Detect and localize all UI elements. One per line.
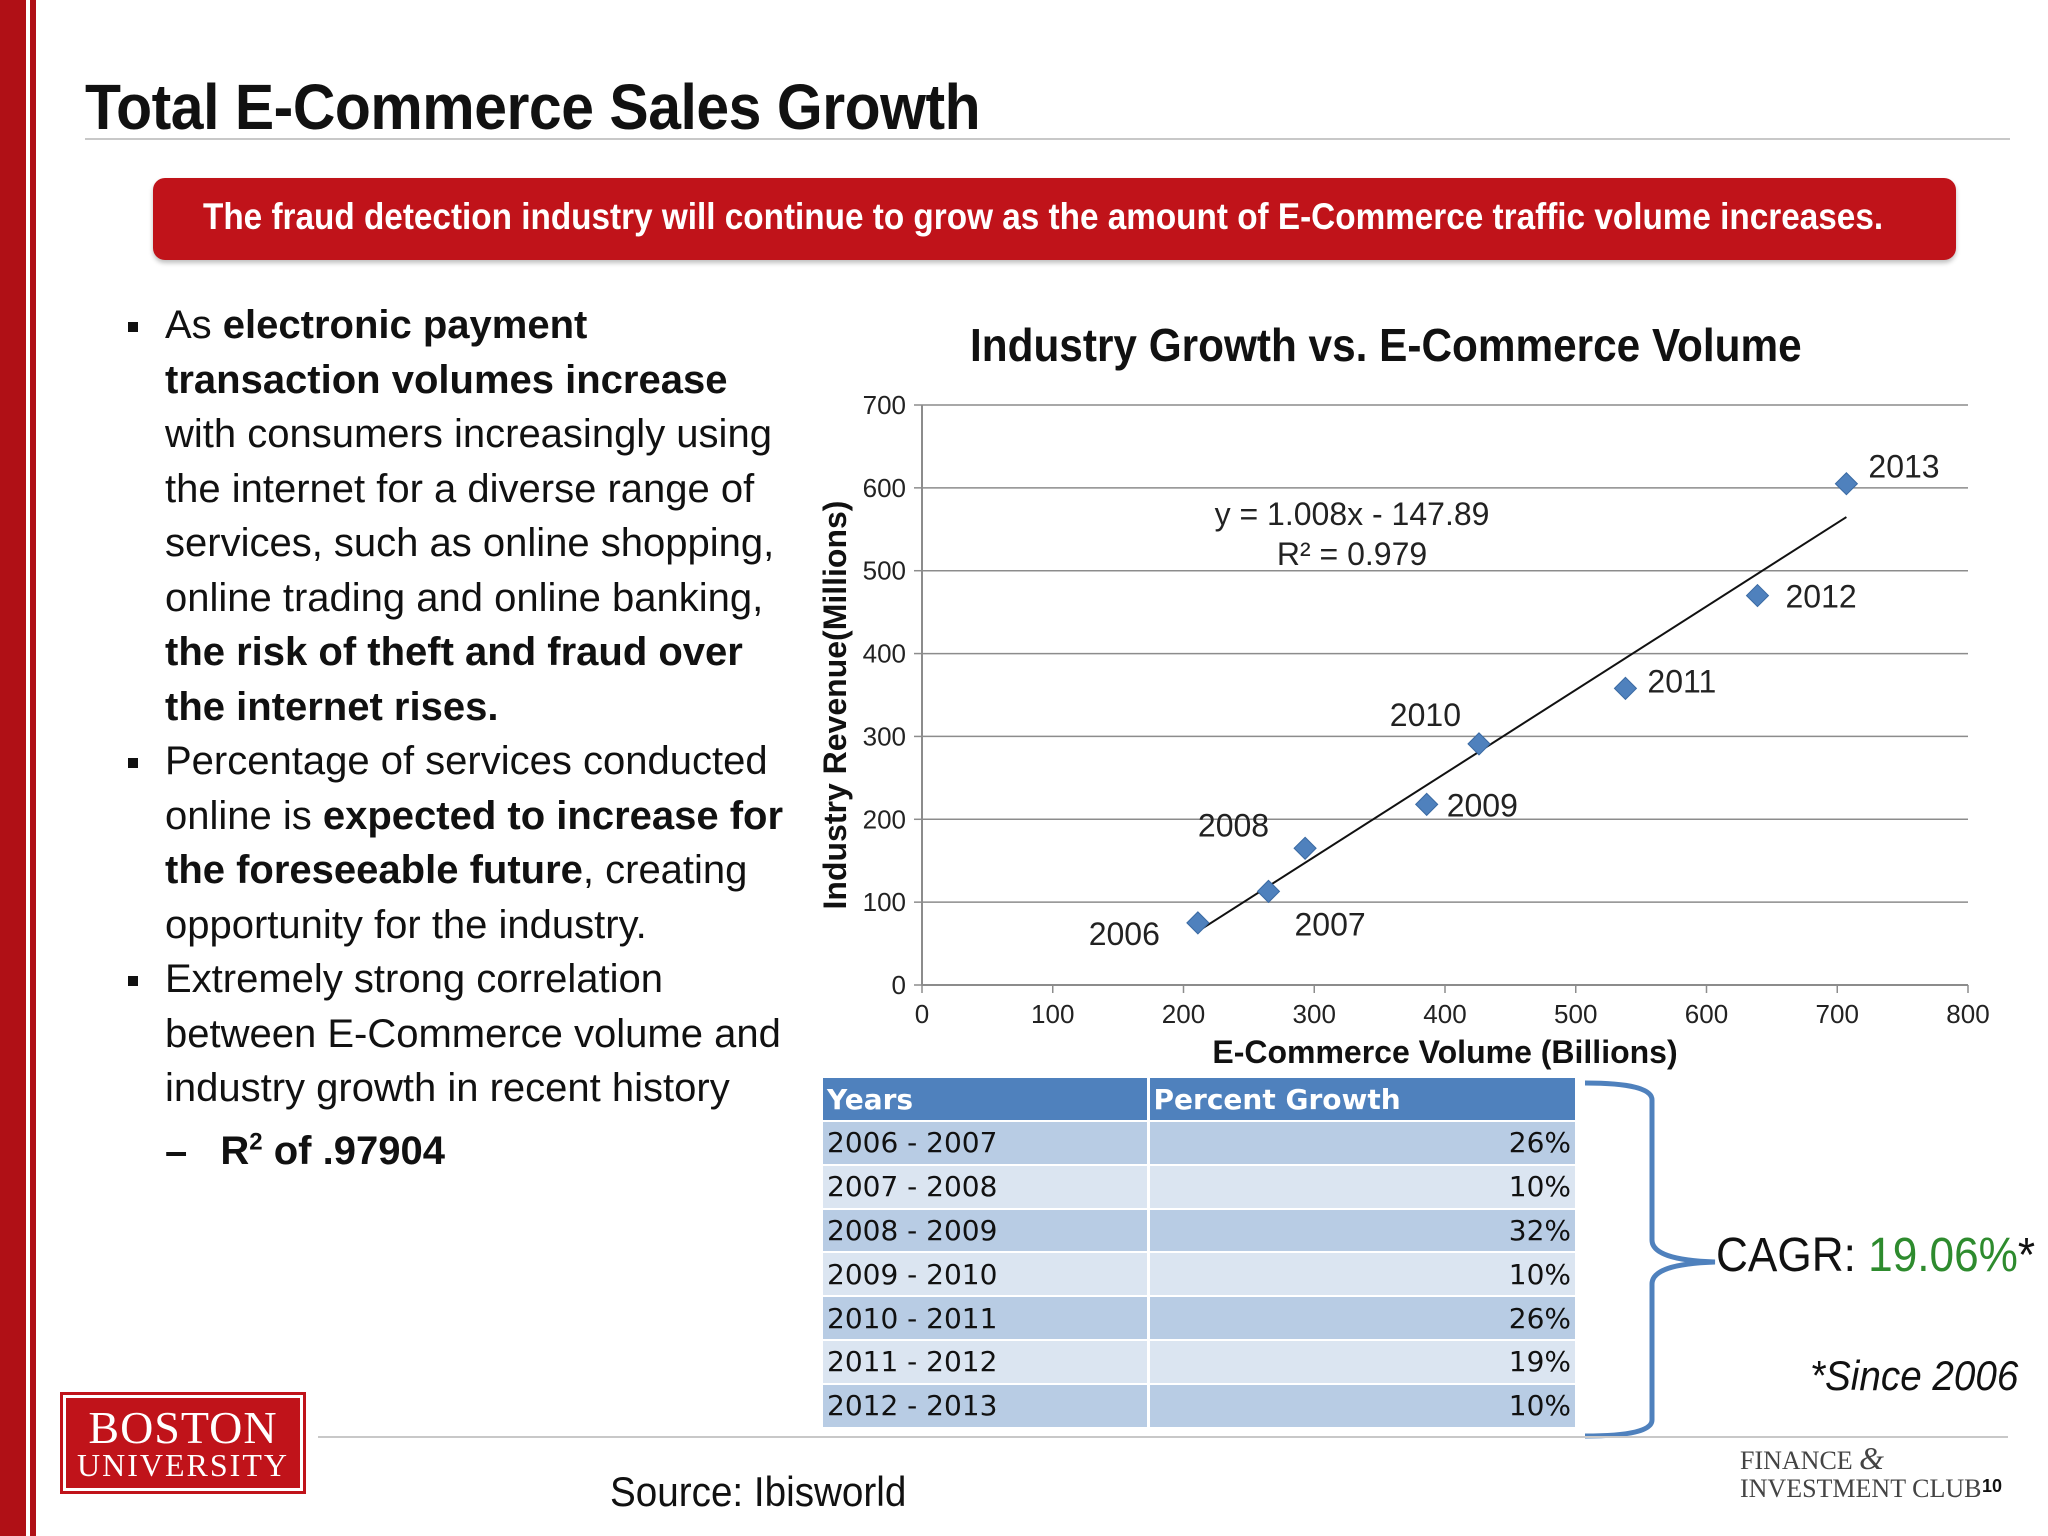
x-tick-label: 300 [1293,999,1336,1029]
table-row: 2006 - 2007 26% [823,1121,1575,1165]
sub-bullet-text: R2 of .97904 [220,1128,445,1173]
bullet-item: As electronic payment transaction volume… [125,298,805,734]
banner-text: The fraud detection industry will contin… [203,196,1884,237]
data-point-2013 [1834,472,1859,496]
trendline-r2: R² = 0.979 [1277,536,1427,572]
table-cell-years: 2010 - 2011 [823,1296,1150,1340]
bullet-text: Extremely strong correlation between E-C… [165,957,781,1110]
x-tick-label: 200 [1162,999,1205,1029]
title-divider [85,138,2010,140]
bullet-square-icon [128,322,138,332]
bullet-text: Percentage of services conducted online … [165,739,784,947]
data-point-2006 [1186,911,1210,935]
page-number: 10 [1982,1476,2003,1496]
left-accent-stripe [30,0,36,1536]
table-cell-years: 2012 - 2013 [823,1383,1150,1428]
x-tick-label: 800 [1946,999,1989,1029]
bullet-list: As electronic payment transaction volume… [125,298,805,1178]
trendline-equation: y = 1.008x - 147.89 [1215,496,1490,532]
cagr-value: 19.06% [1868,1229,2018,1282]
table-cell-growth: 10% [1508,1389,1571,1423]
slide-title: Total E-Commerce Sales Growth [85,71,981,143]
data-label-2006: 2006 [1089,916,1160,952]
data-point-2011 [1613,676,1638,701]
y-tick-label: 100 [863,887,906,917]
data-point-2009 [1414,792,1439,817]
bullet-item: Percentage of services conducted online … [125,734,805,952]
bullet-square-icon [128,976,138,986]
x-tick-label: 700 [1816,999,1859,1029]
table-header-years: Years [823,1078,1150,1121]
cagr-callout: CAGR: 19.06%* [1716,1228,2035,1283]
bullet-square-icon [128,758,138,768]
table-row: 2008 - 2009 32% [823,1208,1575,1253]
table-cell-growth: 10% [1508,1257,1571,1291]
y-tick-label: 200 [863,804,906,834]
x-tick-label: 600 [1685,999,1728,1029]
data-label-2010: 2010 [1390,697,1461,733]
table-row: 2007 - 2008 10% [823,1164,1575,1209]
x-tick-label: 400 [1423,999,1466,1029]
x-tick-label: 0 [915,999,929,1029]
bullet-item: Extremely strong correlation between E-C… [125,952,805,1116]
y-tick-label: 700 [863,390,906,420]
footer-divider [318,1436,2008,1438]
sub-bullet: – R2 of .97904 [125,1116,805,1179]
table-cell-growth: 19% [1508,1345,1571,1379]
sub-bullet-dash: – [165,1128,188,1173]
table-row: 2010 - 2011 26% [823,1296,1575,1340]
table-cell-years: 2006 - 2007 [823,1121,1150,1165]
table-row: 2011 - 2012 19% [823,1339,1575,1384]
table-row: 2012 - 2013 10% [823,1383,1575,1428]
cagr-label: CAGR: [1716,1229,1869,1282]
x-tick-label: 500 [1554,999,1597,1029]
data-label-2011: 2011 [1647,663,1716,699]
y-tick-label: 500 [863,556,906,586]
bullet-text: As electronic payment transaction volume… [165,303,775,729]
source-note: Source: Ibisworld [610,1468,907,1515]
y-tick-label: 0 [892,970,906,1000]
table-cell-growth: 26% [1508,1126,1571,1160]
data-label-2009: 2009 [1447,787,1518,823]
cagr-footnote-mark: * [2017,1229,2036,1282]
data-point-2010 [1467,732,1491,756]
x-tick-label: 100 [1031,999,1074,1029]
data-point-2012 [1745,583,1770,608]
data-point-2008 [1293,836,1317,860]
growth-table: Years Percent Growth 2006 - 2007 26% 2007… [823,1078,1575,1429]
since-note: *Since 2006 [1810,1352,2019,1399]
left-accent-bar [0,0,26,1536]
finance-club-logo: FINANCE & INVESTMENT CLUB [1740,1440,1982,1503]
x-axis-label: E-Commerce Volume (Billions) [1212,1034,1677,1070]
y-tick-label: 300 [863,721,906,751]
data-label-2012: 2012 [1785,579,1856,615]
data-label-2007: 2007 [1294,906,1365,942]
table-row: 2009 - 2010 10% [823,1252,1575,1297]
data-label-2013: 2013 [1868,449,1939,485]
y-axis-label: Industry Revenue(Millions) [817,501,853,910]
table-cell-growth: 26% [1508,1301,1571,1335]
table-header-growth: Percent Growth [1153,1082,1401,1116]
y-tick-label: 400 [863,639,906,669]
table-cell-years: 2008 - 2009 [823,1208,1150,1253]
trendline [1197,516,1847,933]
table-cell-years: 2011 - 2012 [823,1339,1150,1384]
table-cell-years: 2009 - 2010 [823,1252,1150,1297]
table-cell-growth: 10% [1508,1170,1571,1204]
table-cell-growth: 32% [1508,1213,1571,1247]
table-header-row: Years Percent Growth [823,1078,1575,1121]
table-cell-years: 2007 - 2008 [823,1164,1150,1209]
data-point-2007 [1256,879,1281,904]
boston-university-logo: BOSTON UNIVERSITY [60,1392,306,1494]
key-message-banner: The fraud detection industry will contin… [153,178,1956,260]
chart-title: Industry Growth vs. E-Commerce Volume [970,319,1802,371]
y-tick-label: 600 [863,473,906,503]
data-label-2008: 2008 [1198,807,1269,843]
